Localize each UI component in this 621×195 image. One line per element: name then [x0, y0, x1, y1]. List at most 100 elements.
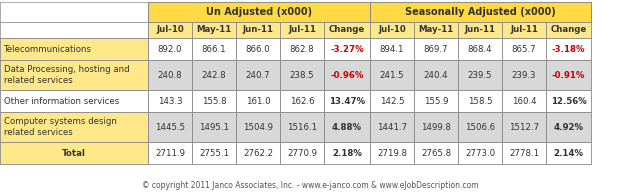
Text: 2711.9: 2711.9: [155, 149, 185, 158]
Bar: [458, 90, 502, 112]
Text: 862.8: 862.8: [289, 44, 314, 53]
Text: 2765.8: 2765.8: [421, 149, 451, 158]
Text: -3.27%: -3.27%: [330, 44, 364, 53]
Bar: [370, 112, 414, 142]
Text: 13.47%: 13.47%: [329, 97, 365, 105]
Bar: [502, 90, 546, 112]
Text: Seasonally Adjusted (x000): Seasonally Adjusted (x000): [405, 7, 556, 17]
Text: Jun-11: Jun-11: [242, 26, 273, 35]
Text: 866.1: 866.1: [202, 44, 226, 53]
Text: 1445.5: 1445.5: [155, 122, 185, 131]
Bar: [414, 112, 458, 142]
Text: 1441.7: 1441.7: [377, 122, 407, 131]
Bar: [458, 142, 502, 164]
Bar: [192, 142, 236, 164]
Text: 242.8: 242.8: [202, 71, 226, 80]
Text: 1512.7: 1512.7: [509, 122, 539, 131]
Bar: [0, 142, 148, 164]
Bar: [148, 90, 192, 112]
Bar: [370, 60, 414, 90]
Text: 868.4: 868.4: [468, 44, 492, 53]
Bar: [414, 22, 458, 38]
Text: Other information services: Other information services: [4, 97, 119, 105]
Text: -0.96%: -0.96%: [330, 71, 364, 80]
Text: Jul-10: Jul-10: [378, 26, 406, 35]
Text: 2719.8: 2719.8: [377, 149, 407, 158]
Bar: [0, 60, 148, 90]
Bar: [324, 142, 370, 164]
Bar: [280, 142, 324, 164]
Bar: [236, 112, 280, 142]
Text: Change: Change: [550, 26, 587, 35]
Text: 1516.1: 1516.1: [287, 122, 317, 131]
Bar: [148, 22, 192, 38]
Bar: [458, 38, 502, 60]
Text: Change: Change: [329, 26, 365, 35]
Bar: [0, 90, 148, 112]
Bar: [502, 22, 546, 38]
Bar: [236, 22, 280, 38]
Text: May-11: May-11: [419, 26, 453, 35]
Text: 2778.1: 2778.1: [509, 149, 539, 158]
Bar: [0, 22, 148, 38]
Text: Telecommunications: Telecommunications: [4, 44, 92, 53]
Bar: [236, 90, 280, 112]
Text: May-11: May-11: [196, 26, 232, 35]
Bar: [192, 22, 236, 38]
Bar: [502, 60, 546, 90]
Text: 2762.2: 2762.2: [243, 149, 273, 158]
Text: Jun-11: Jun-11: [465, 26, 496, 35]
Text: 155.8: 155.8: [202, 97, 226, 105]
Text: 240.8: 240.8: [158, 71, 183, 80]
Bar: [148, 2, 370, 22]
Bar: [148, 60, 192, 90]
Text: 162.6: 162.6: [289, 97, 314, 105]
Text: 4.88%: 4.88%: [332, 122, 362, 131]
Bar: [192, 112, 236, 142]
Text: Data Processing, hosting and
related services: Data Processing, hosting and related ser…: [4, 65, 130, 85]
Bar: [370, 142, 414, 164]
Text: -3.18%: -3.18%: [551, 44, 585, 53]
Text: Jul-11: Jul-11: [510, 26, 538, 35]
Text: 892.0: 892.0: [158, 44, 182, 53]
Text: 1506.6: 1506.6: [465, 122, 495, 131]
Bar: [148, 142, 192, 164]
Bar: [414, 142, 458, 164]
Bar: [458, 112, 502, 142]
Bar: [280, 38, 324, 60]
Bar: [324, 38, 370, 60]
Text: 238.5: 238.5: [289, 71, 314, 80]
Bar: [324, 112, 370, 142]
Bar: [370, 22, 414, 38]
Text: 155.9: 155.9: [424, 97, 448, 105]
Bar: [192, 38, 236, 60]
Text: 158.5: 158.5: [468, 97, 492, 105]
Bar: [148, 112, 192, 142]
Bar: [0, 38, 148, 60]
Text: 894.1: 894.1: [380, 44, 404, 53]
Bar: [370, 2, 591, 22]
Bar: [546, 90, 591, 112]
Text: 4.92%: 4.92%: [553, 122, 584, 131]
Bar: [148, 38, 192, 60]
Bar: [502, 38, 546, 60]
Text: 239.3: 239.3: [512, 71, 537, 80]
Bar: [414, 38, 458, 60]
Text: 2.14%: 2.14%: [553, 149, 584, 158]
Text: 2.18%: 2.18%: [332, 149, 362, 158]
Bar: [192, 60, 236, 90]
Text: 869.7: 869.7: [424, 44, 448, 53]
Text: 2770.9: 2770.9: [287, 149, 317, 158]
Text: -0.91%: -0.91%: [552, 71, 585, 80]
Text: Un Adjusted (x000): Un Adjusted (x000): [206, 7, 312, 17]
Bar: [324, 22, 370, 38]
Bar: [280, 112, 324, 142]
Bar: [236, 142, 280, 164]
Bar: [324, 60, 370, 90]
Text: Computer systems design
related services: Computer systems design related services: [4, 117, 117, 137]
Bar: [192, 90, 236, 112]
Text: 1504.9: 1504.9: [243, 122, 273, 131]
Bar: [546, 142, 591, 164]
Text: 865.7: 865.7: [512, 44, 537, 53]
Bar: [546, 112, 591, 142]
